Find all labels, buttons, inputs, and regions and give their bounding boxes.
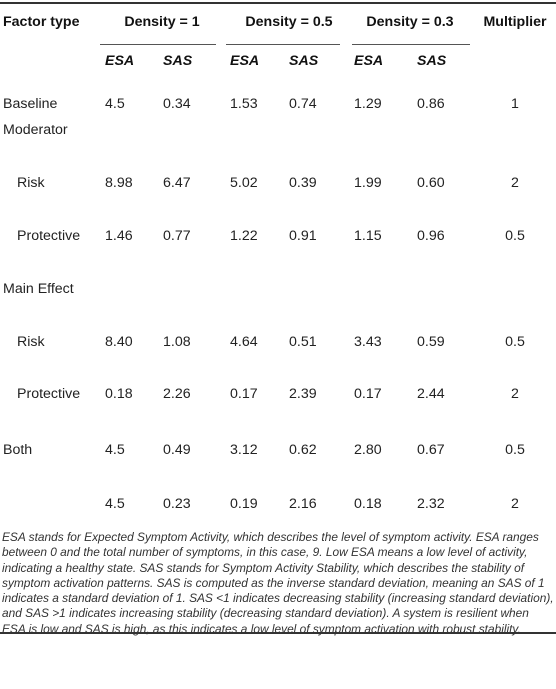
multiplier-cell: 2: [511, 175, 519, 191]
row-label: Both: [3, 442, 33, 458]
group-rule-density-0-3: [352, 44, 470, 45]
table-cell: 0.86: [417, 96, 445, 112]
table-cell: 0.59: [417, 334, 445, 350]
header-density-0-3: Density = 0.3: [366, 14, 454, 30]
row-label: Protective: [17, 228, 81, 244]
table-cell: 1.15: [354, 228, 382, 244]
header-factor-type: Factor type: [3, 14, 80, 30]
footnote-text: ESA stands for Expected Symptom Activity…: [2, 530, 554, 636]
row-label: Protective: [17, 386, 81, 402]
row-label: Moderator: [3, 122, 68, 138]
table-cell: 8.40: [105, 334, 133, 350]
table-cell: 0.77: [163, 228, 191, 244]
table-bottom-rule: [0, 632, 556, 634]
group-rule-density-1: [100, 44, 216, 45]
row-label: Main Effect: [3, 281, 74, 297]
table-cell: 0.49: [163, 442, 191, 458]
subheader-esa: ESA: [354, 53, 384, 69]
table-cell: 1.46: [105, 228, 133, 244]
table-cell: 4.5: [105, 442, 125, 458]
table-cell: 0.19: [230, 496, 258, 512]
header-multiplier: Multiplier: [483, 14, 547, 30]
table-cell: 2.26: [163, 386, 191, 402]
table-cell: 0.17: [354, 386, 382, 402]
row-label: Risk: [17, 334, 45, 350]
table-cell: 0.62: [289, 442, 317, 458]
table-cell: 1.53: [230, 96, 258, 112]
table-cell: 0.18: [354, 496, 382, 512]
table-cell: 0.67: [417, 442, 445, 458]
multiplier-cell: 0.5: [505, 228, 525, 244]
table-top-rule: [0, 2, 556, 4]
table-cell: 1.08: [163, 334, 191, 350]
row-label: Baseline: [3, 96, 58, 112]
group-rule-density-0-5: [226, 44, 340, 45]
multiplier-cell: 2: [511, 496, 519, 512]
row-label: Risk: [17, 175, 45, 191]
table-cell: 0.17: [230, 386, 258, 402]
table-footnote: ESA stands for Expected Symptom Activity…: [2, 530, 554, 637]
subheader-sas: SAS: [163, 53, 193, 69]
multiplier-cell: 0.5: [505, 334, 525, 350]
table-cell: 2.16: [289, 496, 317, 512]
multiplier-cell: 1: [511, 96, 519, 112]
table-cell: 0.91: [289, 228, 317, 244]
subheader-sas: SAS: [289, 53, 319, 69]
table-cell: 0.74: [289, 96, 317, 112]
table-cell: 0.96: [417, 228, 445, 244]
table-cell: 0.18: [105, 386, 133, 402]
table-cell: 0.23: [163, 496, 191, 512]
multiplier-cell: 2: [511, 386, 519, 402]
table-cell: 0.60: [417, 175, 445, 191]
table-cell: 4.64: [230, 334, 258, 350]
subheader-sas: SAS: [417, 53, 447, 69]
subheader-esa: ESA: [105, 53, 135, 69]
table-cell: 1.22: [230, 228, 258, 244]
table-cell: 8.98: [105, 175, 133, 191]
multiplier-cell: 0.5: [505, 442, 525, 458]
table-cell: 4.5: [105, 96, 125, 112]
table-cell: 0.51: [289, 334, 317, 350]
table-cell: 6.47: [163, 175, 191, 191]
header-density-1: Density = 1: [124, 14, 200, 30]
table-cell: 0.39: [289, 175, 317, 191]
subheader-esa: ESA: [230, 53, 260, 69]
table-cell: 2.44: [417, 386, 445, 402]
header-density-0-5: Density = 0.5: [245, 14, 333, 30]
table-cell: 5.02: [230, 175, 258, 191]
table-cell: 2.80: [354, 442, 382, 458]
table-cell: 0.34: [163, 96, 191, 112]
table-cell: 3.43: [354, 334, 382, 350]
table-cell: 2.39: [289, 386, 317, 402]
table-cell: 2.32: [417, 496, 445, 512]
table-cell: 4.5: [105, 496, 125, 512]
table-cell: 3.12: [230, 442, 258, 458]
table-cell: 1.29: [354, 96, 382, 112]
table-cell: 1.99: [354, 175, 382, 191]
